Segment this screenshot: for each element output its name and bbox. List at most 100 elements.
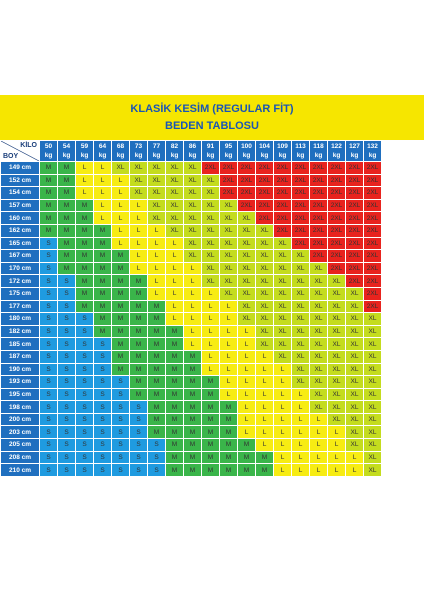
- size-cell: S: [75, 387, 94, 402]
- size-cell: L: [255, 438, 274, 452]
- size-cell: L: [147, 286, 166, 301]
- height-header: 170 cm: [0, 261, 40, 276]
- size-cell: M: [129, 274, 148, 288]
- size-cell: L: [255, 375, 274, 389]
- size-cell: L: [291, 463, 310, 477]
- height-header: 210 cm: [0, 463, 40, 477]
- size-cell: M: [201, 463, 220, 477]
- size-cell: S: [39, 261, 58, 276]
- size-cell: M: [39, 161, 58, 175]
- size-cell: XL: [219, 261, 238, 276]
- size-cell: L: [345, 450, 364, 465]
- size-cell: S: [39, 362, 58, 377]
- size-cell: M: [39, 186, 58, 200]
- weight-header-109: 109 kg: [273, 140, 292, 162]
- weight-unit: kg: [332, 152, 341, 159]
- size-cell: M: [93, 312, 112, 326]
- table-row: 177 cm S S M M M M M L L L L XL XL XL XL XL XL XL 2XL: [0, 299, 382, 314]
- size-cell: S: [75, 312, 94, 326]
- size-cell: L: [327, 450, 346, 465]
- size-cell: 2XL: [237, 186, 256, 200]
- size-cell: S: [111, 375, 130, 389]
- size-cell: M: [39, 198, 58, 213]
- size-cell: XL: [111, 161, 130, 175]
- size-cell: XL: [345, 438, 364, 452]
- size-cell: L: [273, 412, 292, 427]
- size-cell: S: [75, 349, 94, 364]
- size-cell: XL: [327, 299, 346, 314]
- size-cell: M: [93, 261, 112, 276]
- size-cell: 2XL: [237, 198, 256, 213]
- size-cell: L: [165, 286, 184, 301]
- size-cell: 2XL: [309, 186, 328, 200]
- size-cell: 2XL: [327, 173, 346, 188]
- weight-header-132: 132 kg: [363, 140, 382, 162]
- size-cell: L: [147, 223, 166, 238]
- size-cell: S: [111, 387, 130, 402]
- size-cell: S: [147, 450, 166, 465]
- size-cell: S: [93, 362, 112, 377]
- size-cell: L: [291, 450, 310, 465]
- size-cell: L: [273, 400, 292, 414]
- size-cell: L: [219, 324, 238, 339]
- size-cell: L: [183, 299, 202, 314]
- size-cell: XL: [237, 299, 256, 314]
- size-cell: S: [57, 337, 76, 351]
- size-cell: M: [165, 349, 184, 364]
- size-cell: XL: [327, 362, 346, 377]
- table-row: 190 cm S S S S M M M M M L L L L L XL XL XL XL XL: [0, 362, 382, 377]
- size-cell: L: [273, 362, 292, 377]
- weight-unit: kg: [98, 152, 107, 159]
- height-header: 200 cm: [0, 412, 40, 427]
- height-header: 203 cm: [0, 425, 40, 440]
- weight-header-row: KİLO BOY 50 kg 54 kg 59 kg 64 kg 68 kg 73 kg 77 kg 82 k…: [0, 140, 382, 162]
- size-cell: 2XL: [363, 198, 382, 213]
- weight-unit: kg: [44, 152, 53, 159]
- size-cell: XL: [309, 349, 328, 364]
- size-cell: XL: [147, 211, 166, 225]
- size-cell: L: [219, 387, 238, 402]
- size-cell: XL: [237, 312, 256, 326]
- size-cell: 2XL: [363, 236, 382, 251]
- size-cell: 2XL: [345, 274, 364, 288]
- size-cell: L: [183, 274, 202, 288]
- size-cell: M: [57, 211, 76, 225]
- size-cell: 2XL: [291, 211, 310, 225]
- size-cell: S: [93, 412, 112, 427]
- size-cell: XL: [309, 362, 328, 377]
- size-cell: M: [165, 324, 184, 339]
- size-cell: L: [93, 161, 112, 175]
- size-cell: S: [129, 412, 148, 427]
- size-cell: M: [183, 375, 202, 389]
- size-cell: L: [273, 463, 292, 477]
- height-header: 149 cm: [0, 161, 40, 175]
- size-cell: L: [201, 299, 220, 314]
- size-cell: 2XL: [363, 161, 382, 175]
- size-cell: S: [57, 312, 76, 326]
- table-row: 203 cm S S S S S S M M M M M L L L L L L XL XL: [0, 425, 382, 440]
- size-cell: 2XL: [345, 161, 364, 175]
- size-cell: L: [183, 261, 202, 276]
- size-cell: M: [57, 198, 76, 213]
- size-cell: 2XL: [309, 236, 328, 251]
- size-cell: S: [129, 438, 148, 452]
- size-cell: M: [219, 438, 238, 452]
- size-cell: 2XL: [327, 223, 346, 238]
- size-cell: M: [219, 463, 238, 477]
- size-cell: L: [237, 412, 256, 427]
- size-cell: L: [111, 173, 130, 188]
- size-cell: L: [273, 450, 292, 465]
- size-cell: L: [219, 375, 238, 389]
- size-cell: S: [111, 425, 130, 440]
- size-cell: 2XL: [309, 198, 328, 213]
- size-cell: XL: [147, 161, 166, 175]
- weight-value: 100: [241, 143, 252, 150]
- size-cell: 2XL: [345, 198, 364, 213]
- boy-label: BOY: [3, 153, 19, 160]
- size-cell: XL: [309, 387, 328, 402]
- size-cell: M: [93, 324, 112, 339]
- weight-unit: kg: [188, 152, 197, 159]
- table-row: 170 cm S M M M M L L L L XL XL XL XL XL XL XL 2XL 2XL 2XL: [0, 261, 382, 276]
- size-cell: S: [75, 362, 94, 377]
- size-cell: 2XL: [327, 249, 346, 263]
